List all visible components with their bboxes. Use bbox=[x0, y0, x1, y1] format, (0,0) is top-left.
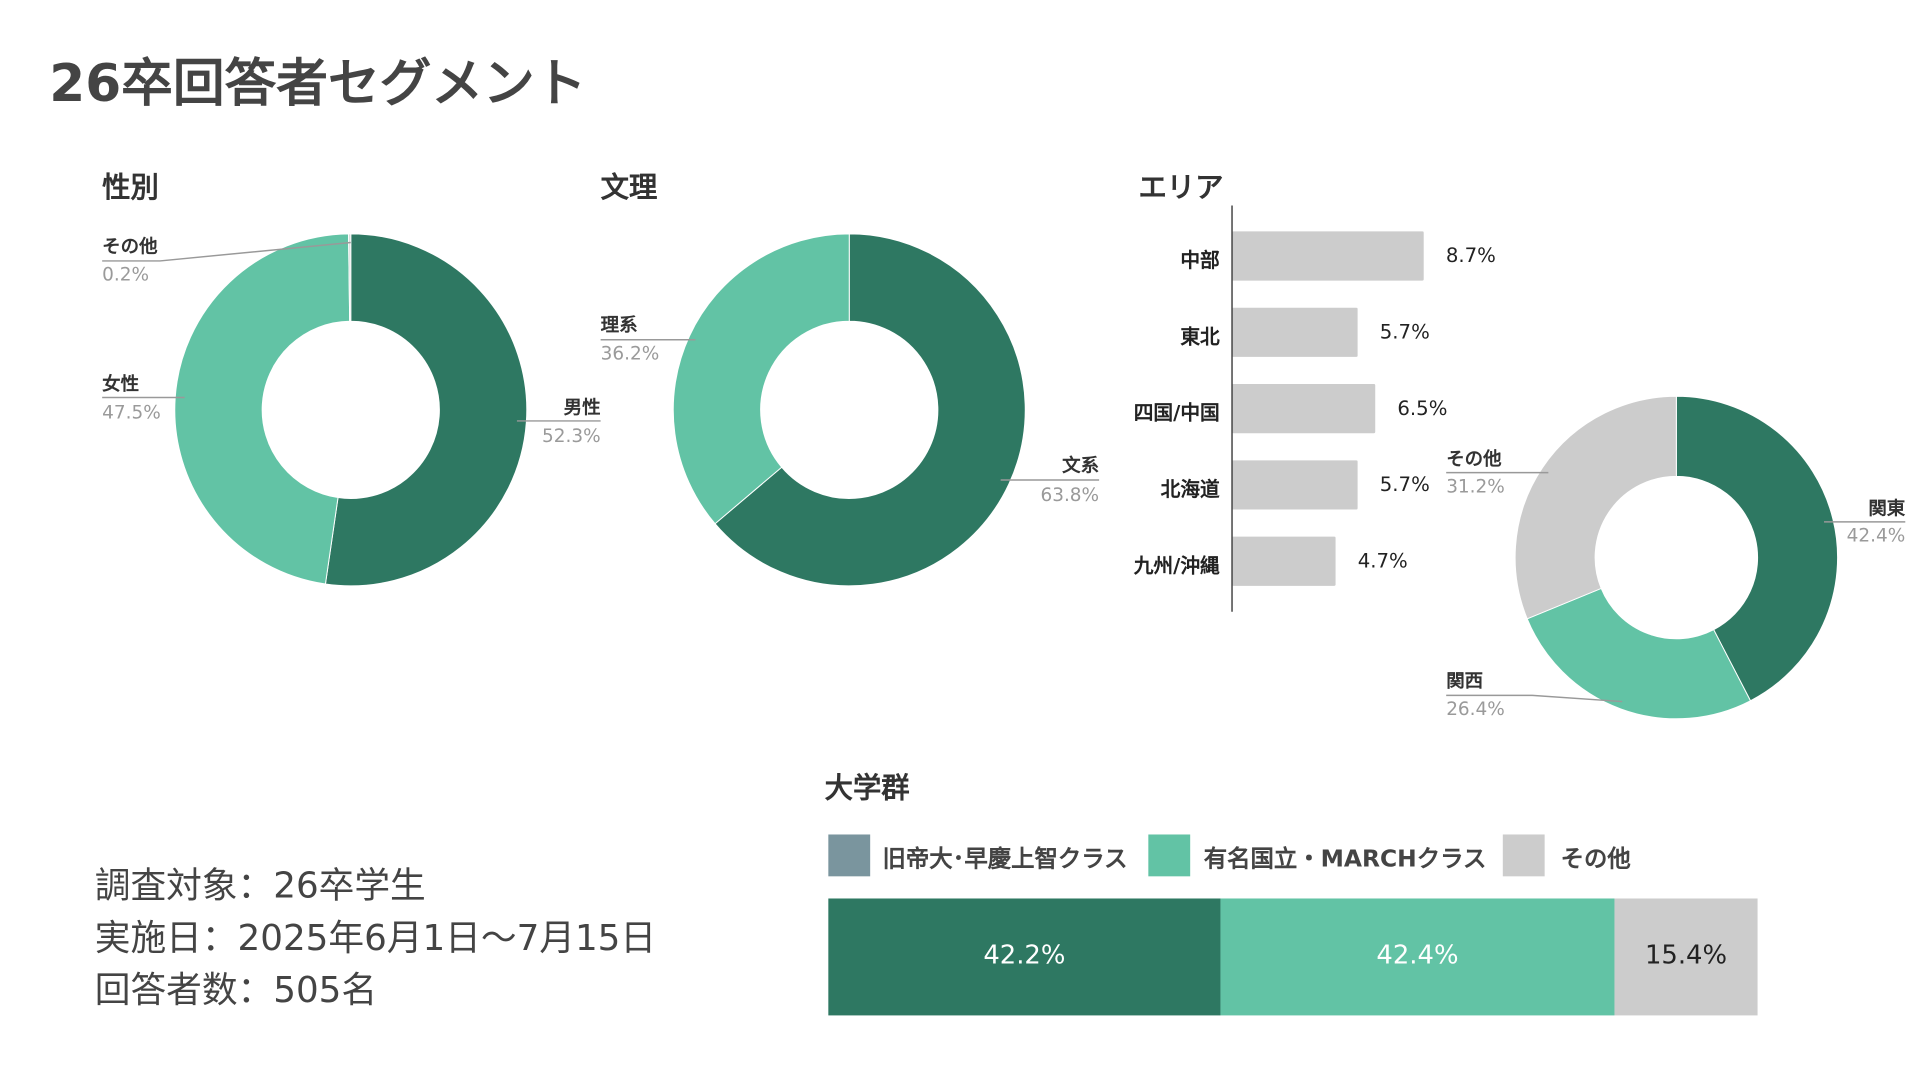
respondent-count: 回答者数：505名 bbox=[94, 968, 378, 1011]
gender-pct-other: 0.2% bbox=[102, 263, 150, 286]
legend-label-top-univ: 旧帝大･早慶上智クラス bbox=[882, 845, 1128, 873]
university-stack-segment-2 bbox=[1614, 898, 1758, 1016]
gender-pct-male: 52.3% bbox=[541, 424, 601, 447]
bunri-pct-science: 36.2% bbox=[600, 342, 660, 365]
legend-label-other: その他 bbox=[1560, 845, 1631, 873]
university-stack-segment-0 bbox=[828, 898, 1221, 1016]
area-bar-value-label: 6.5% bbox=[1397, 396, 1448, 420]
legend-label-march: 有名国立・MARCHクラス bbox=[1203, 845, 1487, 873]
area-bar-category: 九州/沖縄 bbox=[1133, 553, 1220, 578]
legend-swatch-top-univ bbox=[828, 834, 871, 877]
survey-target: 調査対象：26卒学生 bbox=[94, 864, 426, 906]
area-bar-0 bbox=[1232, 231, 1424, 281]
area-bar-category: 北海道 bbox=[1160, 477, 1220, 501]
bunri-pct-humanities: 63.8% bbox=[1040, 483, 1100, 506]
gender-label-female: 女性 bbox=[102, 372, 140, 396]
bunri-slice-1 bbox=[672, 233, 850, 525]
gender-slice-1 bbox=[174, 233, 351, 585]
area-pct-other: 31.2% bbox=[1446, 475, 1505, 498]
area-leader-kansai bbox=[1446, 694, 1623, 703]
bunri-slice-0 bbox=[714, 233, 1026, 587]
legend-swatch-march bbox=[1148, 834, 1191, 877]
area-label-kansai: 関西 bbox=[1446, 669, 1484, 692]
area-label-kanto: 関東 bbox=[1868, 497, 1906, 520]
area-bar-value-label: 5.7% bbox=[1379, 320, 1430, 344]
survey-date: 実施日：2025年6月1日〜7月15日 bbox=[94, 916, 657, 959]
area-bar-value-label: 5.7% bbox=[1379, 472, 1430, 497]
gender-label-other: その他 bbox=[102, 235, 158, 258]
area-bar-category: 四国/中国 bbox=[1133, 401, 1220, 425]
area-donut-slice-0 bbox=[1675, 395, 1839, 702]
university-chart-title: 大学群 bbox=[824, 772, 910, 805]
area-bar-category: 中部 bbox=[1180, 248, 1220, 273]
university-segment-label: 42.2% bbox=[983, 940, 1066, 970]
legend-swatch-other bbox=[1502, 834, 1545, 877]
area-bar-3 bbox=[1232, 460, 1358, 510]
gender-label-male: 男性 bbox=[563, 396, 601, 419]
gender-slice-2 bbox=[348, 233, 352, 322]
page-title: 26卒回答者セグメント bbox=[49, 52, 587, 114]
bunri-label-science: 理系 bbox=[600, 313, 638, 337]
gender-leader-other bbox=[102, 241, 351, 262]
area-pct-kanto: 42.4% bbox=[1846, 524, 1906, 547]
area-bar-category: 東北 bbox=[1180, 324, 1220, 349]
area-chart-title: エリア bbox=[1138, 172, 1224, 205]
area-donut-slice-1 bbox=[1526, 587, 1752, 720]
area-bar-4 bbox=[1232, 536, 1336, 586]
area-pct-kansai: 26.4% bbox=[1446, 697, 1505, 721]
university-segment-label: 15.4% bbox=[1644, 940, 1728, 970]
bunri-chart-title: 文理 bbox=[600, 172, 658, 205]
gender-chart-title: 性別 bbox=[102, 172, 159, 205]
area-bar-value-label: 4.7% bbox=[1357, 548, 1408, 573]
area-label-other: その他 bbox=[1446, 448, 1502, 471]
university-stack-segment-1 bbox=[1220, 898, 1615, 1016]
gender-pct-female: 47.5% bbox=[102, 401, 161, 424]
bunri-label-humanities: 文系 bbox=[1062, 454, 1100, 477]
area-bar-1 bbox=[1232, 307, 1358, 357]
gender-slice-0 bbox=[324, 233, 528, 587]
university-segment-label: 42.4% bbox=[1376, 940, 1459, 970]
area-bar-value-label: 8.7% bbox=[1445, 243, 1496, 268]
area-bar-2 bbox=[1232, 384, 1376, 434]
area-donut-slice-2 bbox=[1514, 395, 1677, 620]
